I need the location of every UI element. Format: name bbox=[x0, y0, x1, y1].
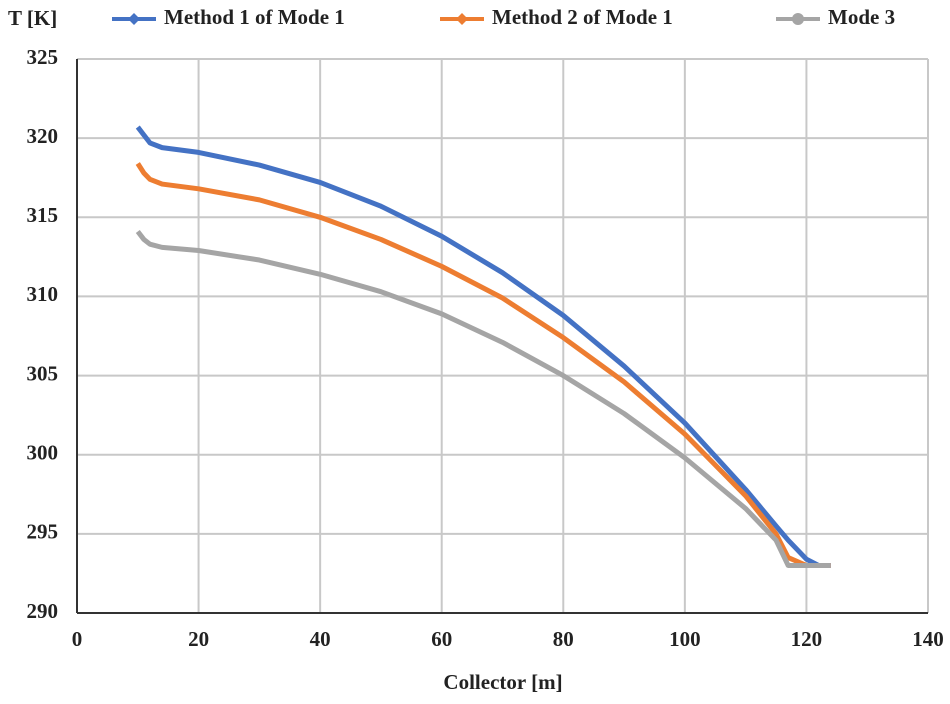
legend-label: Mode 3 bbox=[828, 5, 895, 29]
series-line bbox=[135, 125, 831, 569]
y-tick-label: 300 bbox=[27, 441, 59, 465]
x-tick-label: 0 bbox=[72, 627, 83, 651]
legend-label: Method 2 of Mode 1 bbox=[492, 5, 673, 29]
y-tick-label: 310 bbox=[27, 282, 59, 306]
y-axis-label: T [K] bbox=[8, 6, 57, 30]
x-tick-label: 20 bbox=[188, 627, 209, 651]
y-tick-label: 320 bbox=[27, 124, 59, 148]
y-tick-label: 295 bbox=[27, 520, 59, 544]
x-axis-label: Collector [m] bbox=[443, 670, 562, 694]
series-line bbox=[135, 162, 831, 569]
y-tick-label: 290 bbox=[27, 599, 59, 623]
legend-marker bbox=[792, 13, 804, 25]
legend-marker bbox=[456, 13, 468, 25]
x-tick-label: 120 bbox=[791, 627, 823, 651]
x-tick-label: 40 bbox=[310, 627, 331, 651]
y-tick-label: 305 bbox=[27, 361, 59, 385]
legend-marker bbox=[128, 13, 140, 25]
x-tick-label: 100 bbox=[669, 627, 701, 651]
x-tick-label: 60 bbox=[431, 627, 452, 651]
x-tick-label: 140 bbox=[912, 627, 944, 651]
y-tick-label: 315 bbox=[27, 203, 59, 227]
legend-label: Method 1 of Mode 1 bbox=[164, 5, 345, 29]
x-tick-label: 80 bbox=[553, 627, 574, 651]
series-line bbox=[135, 230, 831, 569]
y-tick-label: 325 bbox=[27, 45, 59, 69]
